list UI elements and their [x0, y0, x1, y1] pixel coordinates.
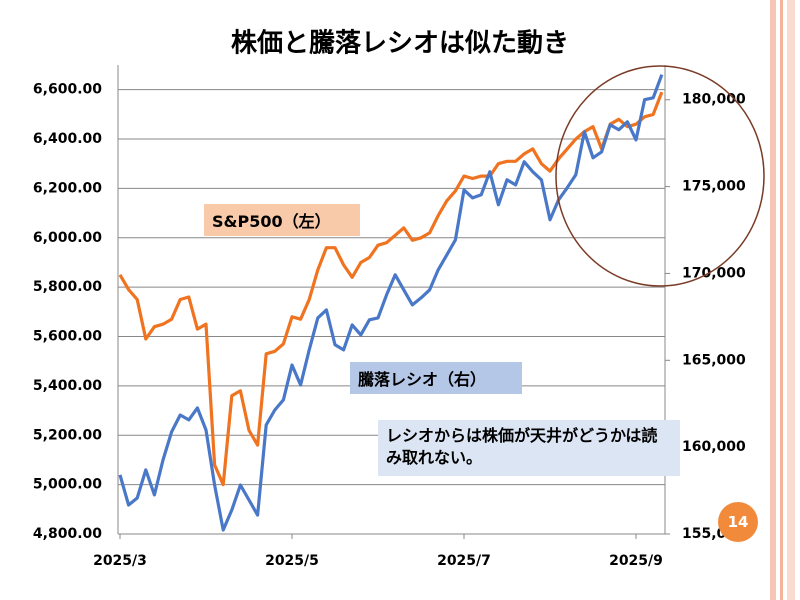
y-tick-label: 6,400.00: [33, 131, 102, 147]
series-label: S&P500（左）: [204, 204, 360, 236]
y-tick-label: 5,200.00: [33, 427, 102, 443]
series-line: [118, 74, 664, 532]
y-tick-label: 4,800.00: [33, 526, 102, 542]
y-tick-label: 5,600.00: [33, 329, 102, 345]
border-stripe: [780, 0, 783, 600]
x-tick-label: 2025/7: [437, 553, 491, 569]
series-label: 騰落レシオ（右）: [350, 362, 522, 394]
x-tick-label: 2025/5: [265, 553, 319, 569]
y-tick-label: 5,000.00: [33, 477, 102, 493]
x-tick-label: 2025/3: [93, 553, 147, 569]
y-tick-label: 6,000.00: [33, 230, 102, 246]
page-number: 14: [718, 502, 758, 542]
y2-tick-label: 160,000: [682, 439, 746, 455]
y2-tick-label: 180,000: [682, 92, 746, 108]
highlight-ellipse: [555, 65, 765, 287]
y-tick-label: 5,800.00: [33, 279, 102, 295]
y-tick-label: 6,600.00: [33, 82, 102, 98]
series-line: [118, 91, 664, 487]
x-tick-label: 2025/9: [609, 553, 663, 569]
y2-tick-label: 170,000: [682, 265, 746, 281]
border-stripe: [770, 0, 776, 600]
y-tick-label: 5,400.00: [33, 378, 102, 394]
chart-title: 株価と騰落レシオは似た動き: [231, 29, 569, 59]
annotation: レシオからは株価が天井がどうかは読み取れない。: [378, 420, 680, 476]
border-stripe: [787, 0, 795, 600]
plot-area: 4,800.00 5,000.00 5,200.00 5,400.00 5,600.00…: [33, 65, 746, 569]
y2-tick-label: 165,000: [682, 352, 746, 368]
y2-tick-label: 175,000: [682, 179, 746, 195]
y-tick-label: 6,200.00: [33, 180, 102, 196]
